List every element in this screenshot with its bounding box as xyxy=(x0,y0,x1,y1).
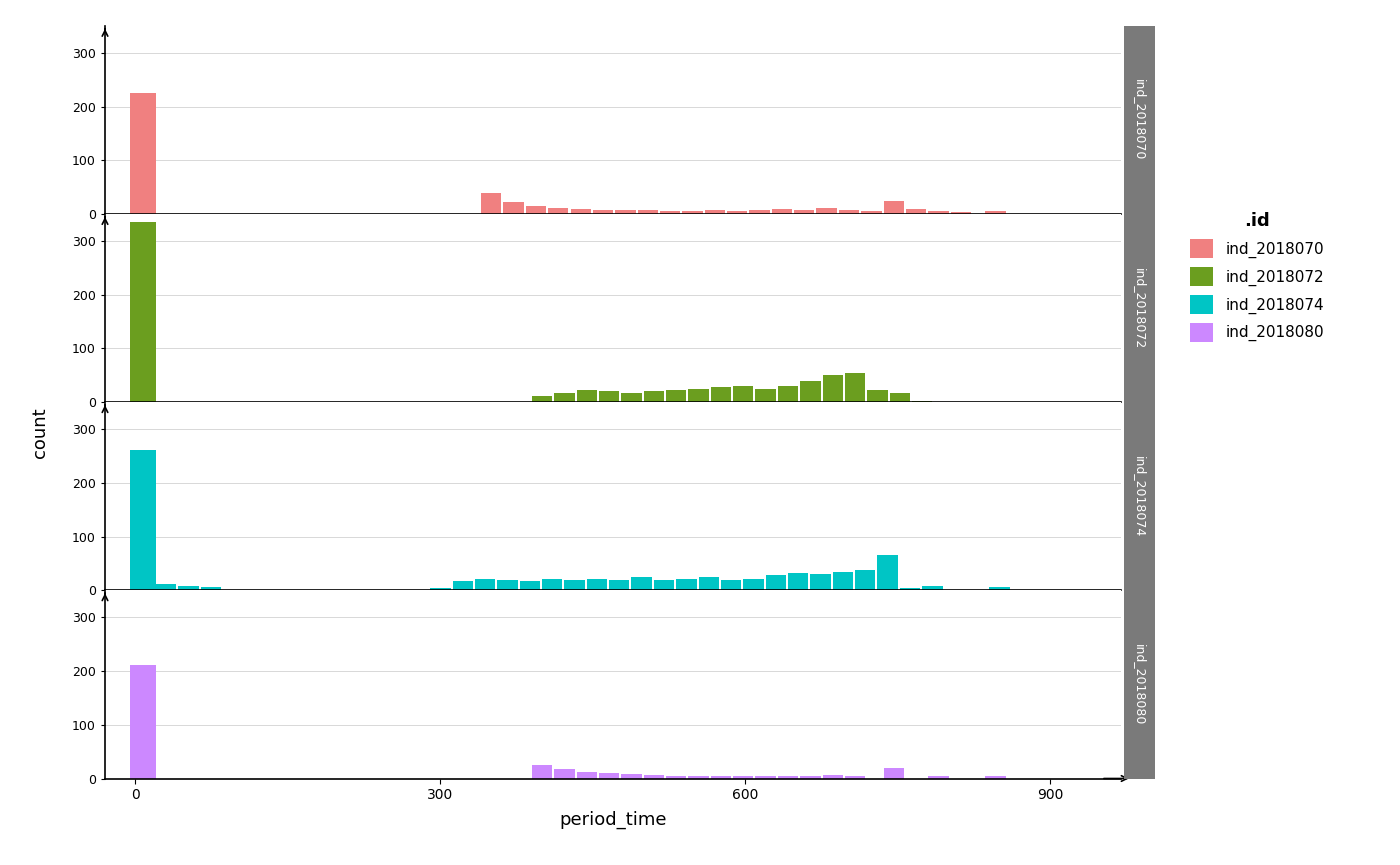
Bar xyxy=(771,208,792,215)
Bar xyxy=(615,210,636,215)
Bar xyxy=(577,390,596,402)
Bar xyxy=(846,777,865,778)
Text: ind_2018070: ind_2018070 xyxy=(1133,80,1147,161)
Bar xyxy=(756,388,776,402)
Text: count: count xyxy=(31,407,49,458)
Legend: ind_2018070, ind_2018072, ind_2018074, ind_2018080: ind_2018070, ind_2018072, ind_2018074, i… xyxy=(1190,212,1324,342)
Bar xyxy=(599,392,619,402)
Bar xyxy=(676,579,697,590)
Bar xyxy=(846,373,865,402)
Bar xyxy=(571,208,591,215)
Bar xyxy=(816,208,837,215)
Bar xyxy=(654,580,675,590)
Bar xyxy=(452,580,473,590)
Bar xyxy=(811,574,830,590)
Bar xyxy=(711,777,731,778)
Bar xyxy=(532,765,552,778)
Bar xyxy=(532,396,552,402)
Bar xyxy=(637,210,658,215)
Bar xyxy=(711,388,731,402)
Bar xyxy=(666,390,686,402)
Bar xyxy=(666,776,686,778)
Bar xyxy=(682,211,703,215)
Bar xyxy=(704,210,725,215)
Bar xyxy=(801,776,820,778)
Bar xyxy=(883,201,904,215)
Bar xyxy=(577,772,596,778)
Bar xyxy=(883,768,904,778)
Bar xyxy=(475,579,496,590)
Bar xyxy=(833,572,853,590)
Bar xyxy=(504,202,524,215)
Bar xyxy=(855,570,875,590)
Bar xyxy=(867,390,888,402)
Text: ind_2018074: ind_2018074 xyxy=(1133,456,1147,537)
Bar xyxy=(631,577,652,590)
Bar xyxy=(659,211,680,215)
Bar xyxy=(519,580,540,590)
Bar xyxy=(734,386,753,402)
Bar xyxy=(734,777,753,778)
Bar xyxy=(554,393,574,402)
Bar xyxy=(878,555,897,590)
Bar xyxy=(482,193,501,215)
Bar xyxy=(823,775,843,778)
Bar xyxy=(609,580,630,590)
Bar xyxy=(801,381,820,402)
Bar xyxy=(749,210,770,215)
Bar xyxy=(542,579,563,590)
Bar xyxy=(911,400,932,402)
Bar xyxy=(622,393,641,402)
Bar xyxy=(130,450,155,590)
Bar xyxy=(823,375,843,402)
Bar xyxy=(923,586,942,590)
Bar xyxy=(130,664,155,778)
Bar xyxy=(526,206,546,215)
Bar xyxy=(906,208,927,215)
Bar xyxy=(155,584,176,590)
Bar xyxy=(778,777,798,778)
Bar xyxy=(951,213,972,215)
Bar xyxy=(554,769,574,778)
Bar xyxy=(178,586,199,590)
Bar xyxy=(766,575,785,590)
Bar xyxy=(778,386,798,402)
Bar xyxy=(587,579,608,590)
Bar xyxy=(990,587,1009,590)
Bar xyxy=(794,210,815,215)
Bar xyxy=(889,393,910,402)
Text: ind_2018080: ind_2018080 xyxy=(1133,644,1147,725)
Bar xyxy=(689,776,708,778)
Bar xyxy=(497,580,518,590)
Bar xyxy=(839,210,860,215)
Bar xyxy=(727,211,748,215)
Bar xyxy=(644,775,664,778)
Bar xyxy=(592,210,613,215)
X-axis label: period_time: period_time xyxy=(560,811,666,829)
Text: ind_2018072: ind_2018072 xyxy=(1133,267,1147,349)
Bar xyxy=(549,208,568,215)
Bar xyxy=(788,573,808,590)
Bar xyxy=(928,211,949,215)
Bar xyxy=(928,776,949,778)
Bar xyxy=(699,577,720,590)
Bar xyxy=(599,773,619,779)
Bar xyxy=(900,587,920,590)
Bar xyxy=(986,211,1005,215)
Bar xyxy=(743,579,763,590)
Bar xyxy=(756,776,776,778)
Bar xyxy=(721,580,741,590)
Bar xyxy=(622,774,641,779)
Bar xyxy=(130,93,155,215)
Bar xyxy=(200,587,221,590)
Bar xyxy=(130,222,155,402)
Bar xyxy=(986,776,1005,778)
Bar xyxy=(689,388,708,402)
Bar xyxy=(861,211,882,215)
Bar xyxy=(430,587,451,590)
Bar xyxy=(564,580,585,590)
Bar xyxy=(644,392,664,402)
